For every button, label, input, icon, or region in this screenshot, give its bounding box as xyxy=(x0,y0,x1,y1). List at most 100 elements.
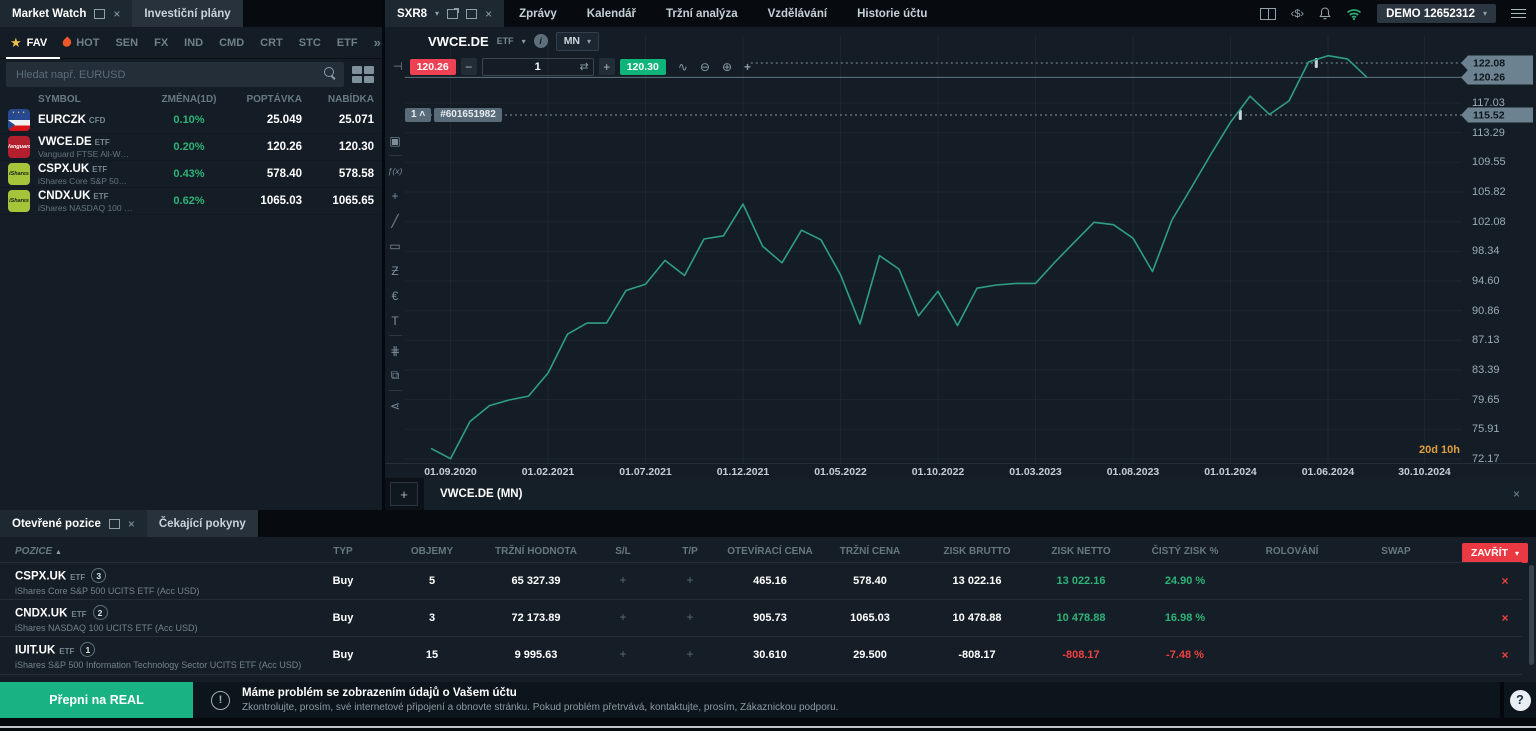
position-sl[interactable]: + xyxy=(619,610,626,624)
position-open-price: 30.610 xyxy=(753,649,787,661)
close-all-button[interactable]: ZAVŘÍT ▾ xyxy=(1462,543,1528,563)
chart-area[interactable] xyxy=(385,0,1536,478)
bid-price[interactable]: 578.40 xyxy=(222,168,302,180)
symbol-cell: EURCZKCFD xyxy=(38,114,156,127)
close-position-button[interactable]: × xyxy=(1501,574,1508,588)
category-tab-stc[interactable]: STC xyxy=(299,37,321,49)
maximize-icon[interactable] xyxy=(94,9,105,19)
position-sl[interactable]: + xyxy=(619,573,626,587)
column-header: ZISK NETTO xyxy=(1051,546,1110,557)
ask-price[interactable]: 25.071 xyxy=(302,114,374,126)
position-market-value: 65 327.39 xyxy=(512,575,561,587)
position-symbol: CNDX.UKETF2 xyxy=(15,605,198,620)
maximize-icon[interactable] xyxy=(109,519,120,529)
change-value: 0.43% xyxy=(156,168,222,180)
notification-text: Máme problém se zobrazením údajů o Vašem… xyxy=(242,687,838,713)
tab-pending-orders-label: Čekající pokyny xyxy=(159,518,246,530)
column-header-pozice[interactable]: POZICE ▲ xyxy=(15,546,62,557)
time-axis-tick: 01.08.2023 xyxy=(1107,466,1160,478)
category-tab-fav[interactable]: ★ FAV xyxy=(10,36,47,49)
tab-pending-orders[interactable]: Čekající pokyny xyxy=(147,510,258,537)
close-icon[interactable]: × xyxy=(1513,487,1520,501)
position-tp[interactable]: + xyxy=(686,573,693,587)
brand-icon: iShares xyxy=(8,190,30,212)
price-axis-tick: 98.34 xyxy=(1472,245,1530,257)
category-tab-fx[interactable]: FX xyxy=(154,37,168,49)
position-net-profit-pct: 24.90 % xyxy=(1165,575,1205,587)
market-watch-row-CNDX.UK[interactable]: iSharesCNDX.UKETFiShares NASDAQ 100 …0.6… xyxy=(0,188,382,215)
star-icon: ★ xyxy=(10,36,22,49)
category-tab-sen[interactable]: SEN xyxy=(115,37,138,49)
bid-price[interactable]: 1065.03 xyxy=(222,195,302,207)
search-input[interactable] xyxy=(6,62,344,87)
price-axis-tick: 90.86 xyxy=(1472,305,1530,317)
ask-price[interactable]: 578.58 xyxy=(302,168,374,180)
position-net-profit: -808.17 xyxy=(1062,649,1099,661)
price-tag: 115.52 xyxy=(1461,108,1533,123)
market-watch-row-CSPX.UK[interactable]: iSharesCSPX.UKETFiShares Core S&P 50…0.4… xyxy=(0,161,382,188)
brand-icon: Vanguard xyxy=(8,136,30,158)
chevron-down-icon: ▾ xyxy=(1515,549,1519,558)
price-tag: 122.08 xyxy=(1461,56,1533,71)
market-watch-row-EURCZK[interactable]: EURCZKCFD0.10%25.04925.071 xyxy=(0,107,382,134)
column-header: ZMĚNA(1D) xyxy=(156,94,222,105)
position-symbol-type: ETF xyxy=(70,573,85,582)
change-value: 0.10% xyxy=(156,114,222,126)
close-position-button[interactable]: × xyxy=(1501,648,1508,662)
time-axis-tick: 01.02.2021 xyxy=(522,466,575,478)
category-tab-hot[interactable]: HOT xyxy=(63,37,99,49)
position-row-IUIT.UK[interactable]: IUIT.UKETF1iShares S&P 500 Information T… xyxy=(0,636,1522,675)
position-net-profit-pct: 16.98 % xyxy=(1165,612,1205,624)
order-volume-chip[interactable]: 1 ˄ xyxy=(405,108,431,122)
category-tab-crt[interactable]: CRT xyxy=(260,37,283,49)
tab-open-positions[interactable]: Otevřené pozice × xyxy=(0,510,147,537)
position-symbol-type: ETF xyxy=(71,610,86,619)
position-tp[interactable]: + xyxy=(686,647,693,661)
category-label: SEN xyxy=(115,37,138,49)
more-categories-icon[interactable]: » xyxy=(374,35,381,50)
brand-icon: iShares xyxy=(8,163,30,185)
close-position-button[interactable]: × xyxy=(1501,611,1508,625)
position-row-CSPX.UK[interactable]: CSPX.UKETF3iShares Core S&P 500 UCITS ET… xyxy=(0,562,1522,600)
position-market-value: 9 995.63 xyxy=(515,649,558,661)
position-side: Buy xyxy=(333,649,354,661)
category-tab-ind[interactable]: IND xyxy=(184,37,203,49)
market-watch-row-VWCE.DE[interactable]: VanguardVWCE.DEETFVanguard FTSE All-W…0.… xyxy=(0,134,382,161)
bid-price[interactable]: 120.26 xyxy=(222,141,302,153)
tab-market-watch[interactable]: Market Watch × xyxy=(0,0,132,27)
ask-price[interactable]: 120.30 xyxy=(302,141,374,153)
market-watch-categories: ★ FAV HOT SEN FX IND CMD CRT STC ETF » xyxy=(0,27,382,59)
category-tab-etf[interactable]: ETF xyxy=(337,37,358,49)
position-symbol-cell: CNDX.UKETF2iShares NASDAQ 100 UCITS ETF … xyxy=(15,605,198,633)
view-grid-icon[interactable] xyxy=(352,66,374,83)
positions-scrollbar[interactable] xyxy=(1529,565,1534,665)
symbol-name: CNDX.UKETF xyxy=(38,190,156,203)
position-row-CNDX.UK[interactable]: CNDX.UKETF2iShares NASDAQ 100 UCITS ETF … xyxy=(0,599,1522,637)
left-panel-tabbar: Market Watch × Investiční plány xyxy=(0,0,382,27)
position-gross-profit: 10 478.88 xyxy=(953,612,1002,624)
search-box xyxy=(6,62,344,87)
position-market-value: 72 173.89 xyxy=(512,612,561,624)
close-icon[interactable]: × xyxy=(113,8,120,20)
open-order-badge[interactable]: 1 ˄ #601651982 xyxy=(405,108,502,122)
change-value: 0.20% xyxy=(156,141,222,153)
chart-tabs-bottom-bar: + VWCE.DE (MN) × xyxy=(385,478,1536,510)
tab-investment-plans[interactable]: Investiční plány xyxy=(132,0,242,27)
close-icon[interactable]: × xyxy=(128,518,135,530)
bid-price[interactable]: 25.049 xyxy=(222,114,302,126)
position-tp[interactable]: + xyxy=(686,610,693,624)
position-symbol-type: ETF xyxy=(59,647,74,656)
category-label: CMD xyxy=(219,37,244,49)
help-button[interactable]: ? xyxy=(1510,690,1531,711)
symbol-name: CSPX.UKETF xyxy=(38,163,156,176)
add-chart-button[interactable]: + xyxy=(390,482,418,506)
position-sl[interactable]: + xyxy=(619,647,626,661)
ask-price[interactable]: 1065.65 xyxy=(302,195,374,207)
switch-to-real-button[interactable]: Přepni na REAL xyxy=(0,682,193,718)
category-tab-cmd[interactable]: CMD xyxy=(219,37,244,49)
chart-document-tab[interactable]: VWCE.DE (MN) × xyxy=(424,478,1536,510)
order-id-chip[interactable]: #601651982 xyxy=(434,108,502,122)
time-axis-tick: 01.06.2024 xyxy=(1302,466,1355,478)
category-label: FAV xyxy=(27,37,48,49)
price-axis-tick: 72.17 xyxy=(1472,453,1530,465)
